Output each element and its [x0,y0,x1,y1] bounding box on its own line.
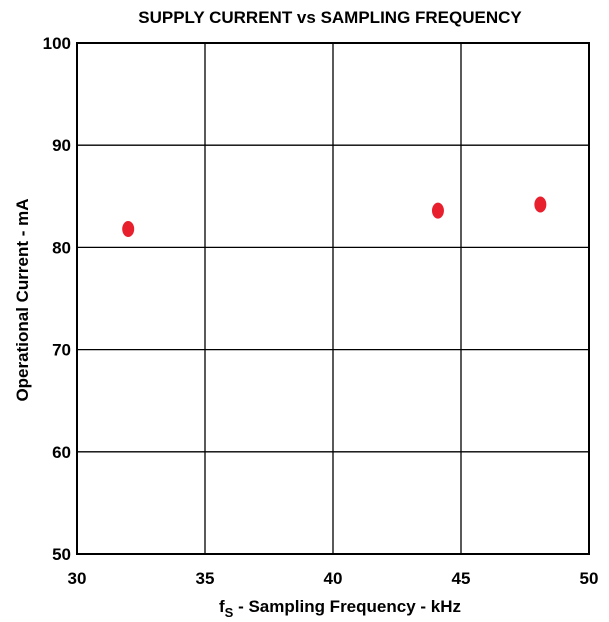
data-point [122,221,134,237]
y-tick-label: 100 [43,34,71,53]
y-tick-label: 50 [52,545,71,564]
grid-lines [77,43,589,554]
x-tick-labels: 30 35 40 45 50 [68,569,599,588]
y-tick-label: 90 [52,136,71,155]
data-point [534,196,546,212]
y-tick-label: 70 [52,341,71,360]
x-tick-label: 30 [68,569,87,588]
x-axis-label-rest: - Sampling Frequency - kHz [233,597,461,616]
y-tick-labels: 50 60 70 80 90 100 [43,34,71,564]
x-axis-label: fS - Sampling Frequency - kHz [219,597,461,620]
y-tick-label: 80 [52,238,71,257]
x-tick-label: 40 [324,569,343,588]
x-tick-label: 50 [580,569,599,588]
chart-title: SUPPLY CURRENT vs SAMPLING FREQUENCY [138,8,522,27]
y-tick-label: 60 [52,443,71,462]
y-axis-label: Operational Current - mA [13,198,32,401]
x-tick-label: 45 [452,569,471,588]
data-points [122,196,546,237]
data-point [432,203,444,219]
x-axis-label-subscript: S [225,605,234,620]
x-tick-label: 35 [196,569,215,588]
